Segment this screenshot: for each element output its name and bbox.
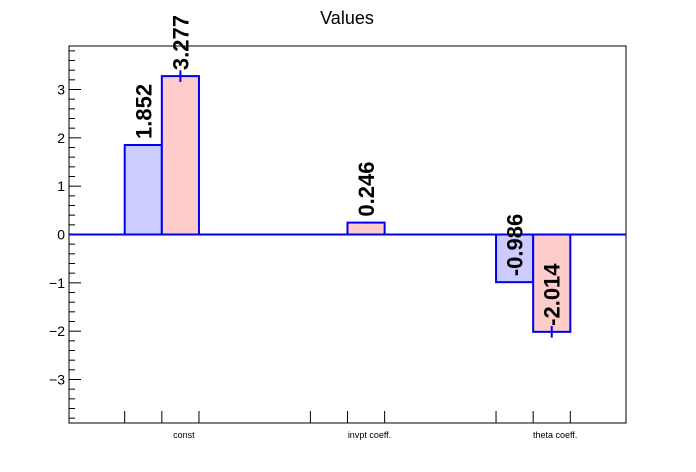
y-tick-label: 1	[57, 178, 65, 194]
y-tick-label: 3	[57, 82, 65, 98]
data-label: 1.852	[131, 84, 156, 139]
data-label: 3.277	[168, 15, 193, 70]
y-tick-label: 2	[57, 130, 65, 146]
bar	[346, 221, 386, 236]
x-category-label: const	[173, 430, 195, 440]
x-category-label: theta coeff.	[533, 430, 577, 440]
bar	[532, 233, 572, 333]
bars	[69, 70, 626, 338]
data-label: -2.014	[540, 263, 565, 326]
y-tick-label: −2	[49, 323, 65, 339]
data-label: 0.246	[354, 162, 379, 217]
x-category-label: invpt coeff.	[348, 430, 391, 440]
x-axis: const invpt coeff. theta coeff.	[124, 411, 577, 440]
y-tick-label: −1	[49, 275, 65, 291]
data-labels: 1.852 -0.986 3.277 0.246 -2.014	[131, 15, 564, 326]
bar	[123, 143, 163, 236]
data-label: -0.986	[503, 214, 528, 276]
bar	[160, 75, 200, 236]
chart-title: Values	[320, 8, 374, 28]
y-axis: −3 −2 −1 0 1 2 3	[49, 50, 81, 419]
y-tick-label: 0	[57, 227, 65, 243]
y-tick-label: −3	[49, 372, 65, 388]
